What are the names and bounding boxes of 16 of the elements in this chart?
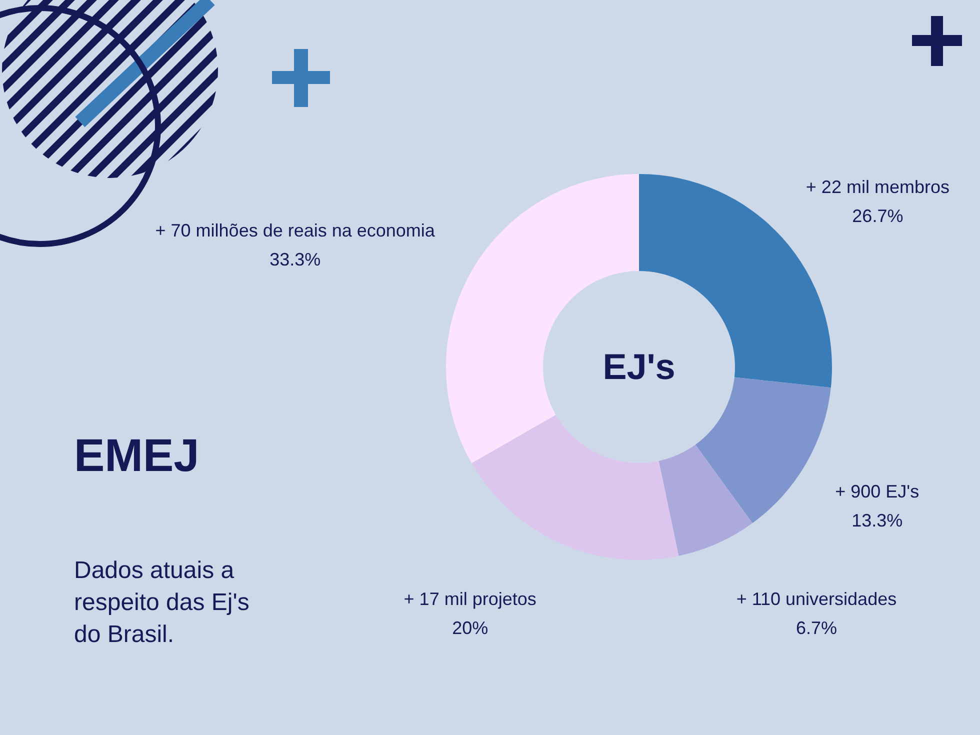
data-label: 6.7%: [796, 618, 837, 638]
slice-label: + 17 mil projetos: [404, 588, 536, 609]
data-label: 33.3%: [270, 249, 321, 270]
slice-label: + 110 universidades: [736, 589, 897, 610]
text: EMEJ: [74, 429, 200, 481]
slice-label: + 900 EJ's: [835, 482, 920, 502]
text: EJ's: [602, 346, 676, 387]
donut-slice: [658, 444, 752, 556]
text: Dados atuais a respeito das Ej's do Brasil.: [74, 557, 250, 648]
donut-slice: [472, 414, 679, 560]
slice-label: + 22 mil membros: [806, 176, 950, 197]
data-label: 13.3%: [852, 510, 903, 531]
data-label: 20%: [452, 618, 488, 638]
donut-slice: [695, 377, 831, 524]
data-label: 26.7%: [852, 206, 904, 226]
slice-label: + 70 milhões de reais na economia: [155, 220, 436, 240]
